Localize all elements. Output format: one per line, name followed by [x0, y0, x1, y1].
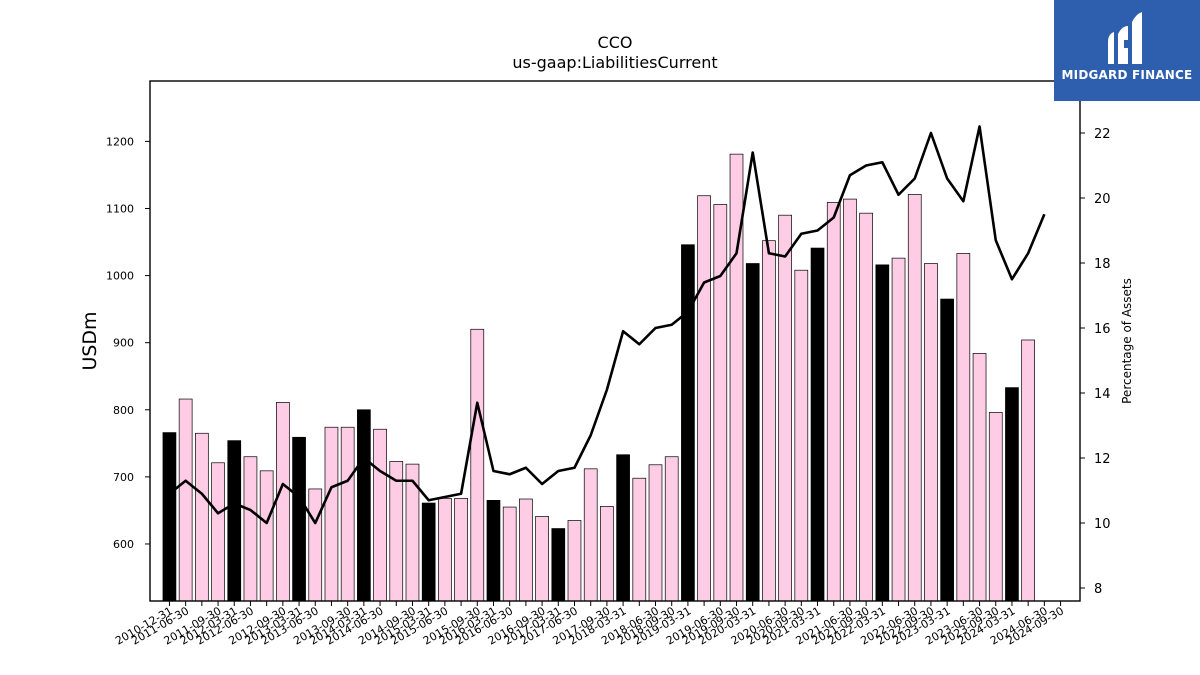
bar: [632, 477, 647, 602]
bar: [648, 464, 663, 602]
bar: [211, 462, 225, 602]
logo-text: MIDGARD FINANCE: [1061, 68, 1193, 82]
bar: [292, 436, 306, 602]
bar: [324, 426, 339, 602]
bar: [243, 456, 258, 602]
y-tick-label: 700: [113, 471, 134, 484]
y2-tick-label: 14: [1094, 387, 1111, 402]
bar: [794, 269, 809, 602]
bar: [438, 497, 452, 602]
bar: [470, 328, 485, 602]
y2-tick-label: 20: [1094, 192, 1111, 207]
bar: [357, 409, 371, 602]
bar: [713, 204, 728, 602]
bar: [1005, 387, 1019, 602]
bar: [762, 240, 776, 602]
bar: [924, 263, 938, 602]
y-tick-label: 800: [113, 404, 134, 417]
bar: [600, 506, 614, 602]
bar: [195, 432, 209, 602]
bar: [276, 402, 290, 602]
y2-axis-label: Percentage of Assets: [1120, 278, 1134, 404]
bar: [389, 461, 404, 602]
bar: [778, 214, 792, 602]
y-tick-label: 600: [113, 538, 134, 551]
bar: [535, 516, 549, 602]
y2-tick-label: 12: [1094, 452, 1111, 467]
bar: [907, 194, 922, 602]
y2-tick-label: 22: [1094, 127, 1111, 142]
bar: [162, 432, 177, 602]
bar: [681, 244, 695, 602]
y2-tick-label: 8: [1094, 582, 1102, 597]
midgard-logo: MIDGARD FINANCE: [1054, 0, 1200, 101]
y2-tick-label: 10: [1094, 517, 1111, 532]
bar: [891, 257, 906, 602]
bar: [373, 428, 387, 602]
bar: [259, 470, 274, 602]
bar: [875, 264, 890, 602]
bar: [486, 500, 501, 602]
bar: [859, 212, 873, 602]
bar: [956, 253, 971, 602]
logo-mark-icon: [1108, 12, 1142, 64]
bar: [843, 198, 857, 602]
bar: [988, 412, 1003, 602]
y2-tick-label: 18: [1094, 257, 1111, 272]
bar: [502, 506, 517, 602]
bar: [664, 456, 679, 602]
plot-frame: [149, 80, 1081, 602]
bar: [454, 497, 468, 602]
line-series: [168, 125, 1046, 525]
y-tick-label: 1000: [106, 270, 134, 283]
bar: [227, 440, 242, 602]
bar: [340, 426, 355, 602]
bar: [551, 528, 566, 602]
percentage-line: [168, 125, 1046, 525]
bar: [697, 195, 711, 602]
bar: [940, 298, 954, 602]
bar: [583, 468, 598, 602]
chart-title: CCO: [598, 33, 633, 52]
bar: [826, 202, 841, 602]
bar: [810, 247, 825, 602]
bar: [616, 454, 630, 602]
bar: [567, 520, 582, 602]
bar: [1021, 339, 1035, 602]
bar: [421, 502, 436, 602]
bar-series: [162, 153, 1035, 602]
bar: [972, 353, 987, 602]
bar: [519, 498, 533, 602]
y-tick-label: 900: [113, 337, 134, 350]
bar: [178, 398, 193, 602]
bar: [308, 488, 323, 602]
y-tick-label: 1100: [106, 202, 134, 215]
y2-tick-label: 16: [1094, 322, 1111, 337]
bar: [745, 263, 760, 602]
y-axis-label: USDm: [79, 311, 101, 370]
y-tick-label: 1200: [106, 135, 134, 148]
chart-subtitle: us-gaap:LiabilitiesCurrent: [512, 53, 717, 72]
